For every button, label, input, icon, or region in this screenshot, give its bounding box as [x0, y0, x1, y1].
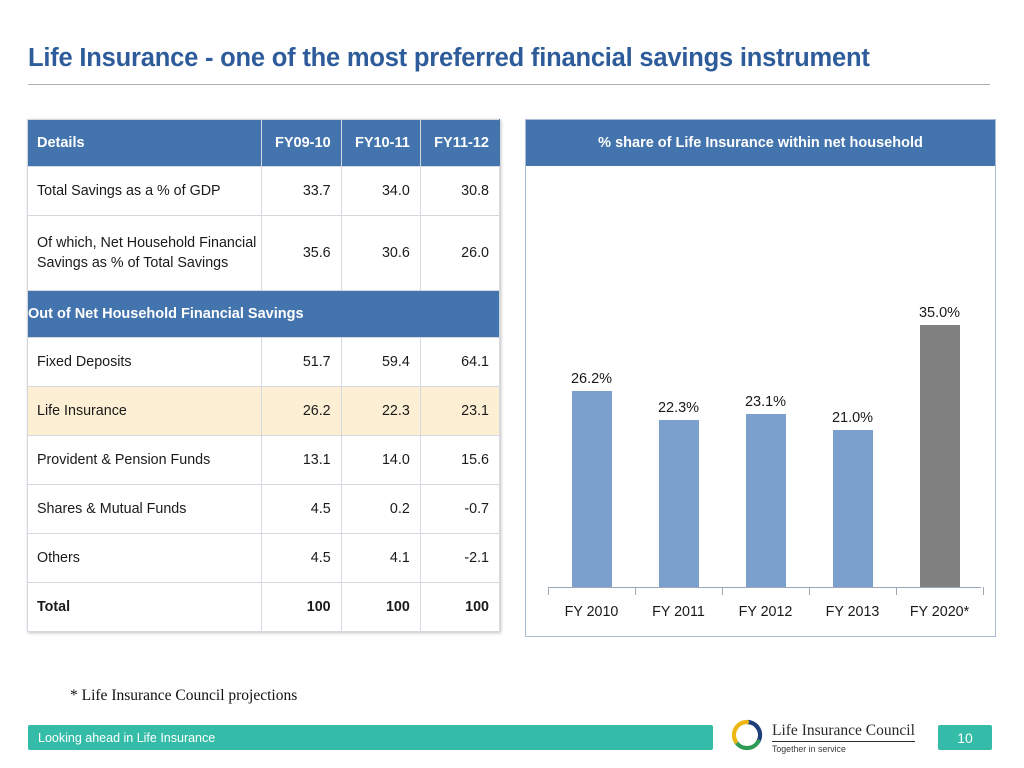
title-divider — [28, 84, 990, 85]
table-cell-value: 59.4 — [340, 337, 421, 387]
table-cell-value: 22.3 — [340, 386, 421, 436]
table-cell-value: 13.1 — [261, 435, 342, 485]
table-row: Provident & Pension Funds 13.1 14.0 15.6 — [26, 435, 501, 485]
table-cell-value: 35.6 — [261, 215, 342, 291]
footnote: * Life Insurance Council projections — [70, 687, 298, 704]
table-cell-value: 23.1 — [419, 386, 501, 436]
table-cell-value: 30.8 — [419, 166, 501, 216]
chart-bar-group: 26.2% — [550, 370, 633, 587]
table-cell-value: 100 — [261, 582, 342, 632]
chart-plot-area: 26.2% FY 2010 22.3% FY 2011 23.1% FY 2012 21.0… — [526, 166, 995, 636]
table-cell-label: Total — [26, 582, 263, 632]
x-axis-tick — [548, 587, 549, 595]
table-cell-value: -2.1 — [419, 533, 501, 583]
table-row: Shares & Mutual Funds 4.5 0.2 -0.7 — [26, 484, 501, 534]
bar-data-label: 35.0% — [918, 304, 961, 321]
table-cell-value: -0.7 — [419, 484, 501, 534]
table-cell-label: Shares & Mutual Funds — [26, 484, 263, 534]
table-row: Of which, Net Household Financial Saving… — [26, 215, 501, 291]
table-cell-value: 30.6 — [340, 215, 421, 291]
table-section-label: Out of Net Household Financial Savings — [27, 290, 500, 338]
table-body: Total Savings as a % of GDP 33.7 34.0 30.8 O… — [26, 166, 501, 632]
x-axis-line — [548, 587, 981, 588]
table-cell-value: 34.0 — [340, 166, 421, 216]
footer-section-bar: Looking ahead in Life Insurance — [28, 725, 713, 750]
column-header-details: Details — [26, 119, 263, 167]
chart-bar-group: 23.1% — [724, 394, 807, 587]
column-header-fy11-12: FY11-12 — [419, 119, 501, 167]
table-cell-label: Others — [26, 533, 263, 583]
table-cell-value: 100 — [340, 582, 421, 632]
table-cell-value: 14.0 — [340, 435, 421, 485]
chart-bar — [571, 390, 612, 587]
x-axis-category-label: FY 2013 — [825, 604, 880, 620]
bar-data-label: 21.0% — [831, 409, 874, 426]
chart-bar — [832, 429, 873, 587]
table-cell-label: Total Savings as a % of GDP — [26, 166, 263, 216]
table-cell-value: 51.7 — [261, 337, 342, 387]
brand-name: Life Insurance Council — [772, 721, 915, 742]
table-row: Total Savings as a % of GDP 33.7 34.0 30.8 — [26, 166, 501, 216]
chart-bar — [658, 419, 699, 587]
chart-title: % share of Life Insurance within net hou… — [526, 120, 995, 166]
chart-bar-group: 21.0% — [811, 409, 894, 587]
table-cell-label: Fixed Deposits — [26, 337, 263, 387]
chart-bar-group: 22.3% — [637, 400, 720, 587]
table-cell-value: 4.1 — [340, 533, 421, 583]
table-cell-value: 4.5 — [261, 484, 342, 534]
x-axis-category-label: FY 2020* — [909, 604, 970, 620]
table-cell-value: 26.0 — [419, 215, 501, 291]
brand-logo: Life Insurance Council Together in servi… — [730, 718, 915, 757]
bar-data-label: 22.3% — [657, 399, 700, 416]
x-axis-tick — [635, 587, 636, 595]
table-cell-value: 15.6 — [419, 435, 501, 485]
column-header-fy09-10: FY09-10 — [261, 119, 342, 167]
table-row: Fixed Deposits 51.7 59.4 64.1 — [26, 337, 501, 387]
table-cell-value: 26.2 — [261, 386, 342, 436]
column-header-fy10-11: FY10-11 — [340, 119, 421, 167]
table-cell-label: Life Insurance — [26, 386, 263, 436]
table-cell-value: 4.5 — [261, 533, 342, 583]
x-axis-category-label: FY 2012 — [738, 604, 793, 620]
table-cell-value: 33.7 — [261, 166, 342, 216]
footer-section-label: Looking ahead in Life Insurance — [38, 730, 216, 745]
x-axis-category-label: FY 2011 — [652, 604, 705, 620]
table-section-row: Out of Net Household Financial Savings — [27, 290, 500, 338]
life-insurance-council-ring-logo-icon — [730, 718, 764, 757]
table-cell-label: Of which, Net Household Financial Saving… — [26, 215, 263, 291]
table-cell-value: 0.2 — [340, 484, 421, 534]
page-number-badge: 10 — [938, 725, 992, 750]
x-axis-tick — [983, 587, 984, 595]
chart-bar — [919, 324, 960, 587]
table-cell-value: 100 — [419, 582, 501, 632]
chart-bar — [745, 413, 786, 587]
brand-text-block: Life Insurance Council Together in servi… — [772, 721, 915, 754]
table-row: Life Insurance 26.2 22.3 23.1 — [26, 386, 501, 436]
life-insurance-share-chart: % share of Life Insurance within net hou… — [525, 119, 996, 637]
table-row: Total 100 100 100 — [26, 582, 501, 632]
x-axis-tick — [722, 587, 723, 595]
table-cell-value: 64.1 — [419, 337, 501, 387]
x-axis-category-label: FY 2010 — [564, 604, 619, 620]
table-cell-label: Provident & Pension Funds — [26, 435, 263, 485]
table-row: Others 4.5 4.1 -2.1 — [26, 533, 501, 583]
x-axis-tick — [896, 587, 897, 595]
x-axis-tick — [809, 587, 810, 595]
chart-bar-group: 35.0% — [898, 304, 981, 587]
bar-data-label: 23.1% — [744, 393, 787, 410]
page-title: Life Insurance - one of the most preferr… — [28, 44, 870, 72]
savings-data-table: Details FY09-10 FY10-11 FY11-12 Total Sa… — [26, 119, 501, 632]
table-header-row: Details FY09-10 FY10-11 FY11-12 — [26, 119, 501, 167]
brand-tagline: Together in service — [772, 743, 846, 754]
bar-data-label: 26.2% — [570, 370, 613, 387]
